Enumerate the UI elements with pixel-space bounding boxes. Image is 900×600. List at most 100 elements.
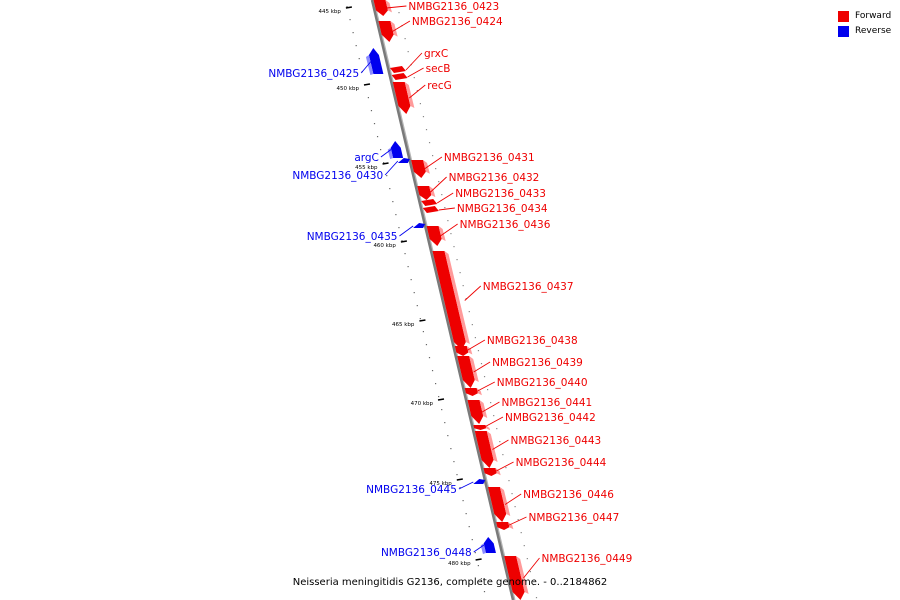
scale-tick-label: 470 kbp <box>411 401 434 407</box>
minor-tick-dot <box>459 272 461 274</box>
gene-nmbg2136-0423-shade <box>385 0 392 13</box>
minor-tick-dot <box>529 571 531 573</box>
gene-nmbg2136-0423-leader <box>386 5 407 9</box>
minor-tick-dot <box>490 402 492 404</box>
scale-tick-label: 445 kbp <box>318 9 341 15</box>
gene-nmbg2136-0447-shade <box>508 522 514 530</box>
minor-tick-dot <box>477 565 479 567</box>
gene-nmbg2136-0446-label: NMBG2136_0446 <box>523 489 614 501</box>
scale-tick <box>382 162 389 165</box>
minor-tick-dot <box>380 149 382 151</box>
minor-tick-dot <box>392 201 394 203</box>
minor-tick-dot <box>474 337 476 339</box>
minor-tick-dot <box>456 259 458 261</box>
minor-tick-dot <box>435 383 437 385</box>
gene-nmbg2136-0437-leader <box>464 285 482 301</box>
minor-tick-dot <box>450 448 452 450</box>
scale-tick-label: 460 kbp <box>373 243 396 249</box>
gene-grxc-leader <box>405 52 423 71</box>
gene-nmbg2136-0425 <box>368 48 384 74</box>
minor-tick-dot <box>346 6 348 8</box>
gene-nmbg2136-0442 <box>473 425 487 430</box>
minor-tick-dot <box>444 207 446 209</box>
minor-tick-dot <box>465 513 467 515</box>
gene-nmbg2136-0424 <box>378 21 394 42</box>
gene-nmbg2136-0434 <box>422 206 439 213</box>
gene-nmbg2136-0432-leader <box>429 176 447 194</box>
minor-tick-dot <box>407 51 409 53</box>
gene-nmbg2136-0440-label: NMBG2136_0440 <box>497 377 588 389</box>
gene-nmbg2136-0430 <box>397 158 410 163</box>
minor-tick-dot <box>468 526 470 528</box>
scale-tick <box>475 558 482 561</box>
gene-nmbg2136-0438-label: NMBG2136_0438 <box>487 335 578 347</box>
minor-tick-dot <box>419 103 421 105</box>
gene-grxc-label: grxC <box>424 48 448 60</box>
legend-reverse-label: Reverse <box>855 26 892 36</box>
minor-tick-dot <box>355 45 357 47</box>
gene-argc <box>390 141 404 158</box>
gene-recg-leader <box>409 84 426 99</box>
gene-nmbg2136-0445 <box>473 479 486 484</box>
minor-tick-dot <box>514 506 516 508</box>
minor-tick-dot <box>496 428 498 430</box>
minor-tick-dot <box>422 331 424 333</box>
gene-nmbg2136-0434-leader <box>438 207 455 211</box>
minor-tick-dot <box>471 324 473 326</box>
reverse-swatch <box>838 25 849 37</box>
gene-nmbg2136-0432-shade <box>429 186 436 198</box>
gene-nmbg2136-0444-shade <box>495 468 501 476</box>
gene-nmbg2136-0448 <box>483 537 496 553</box>
genome-caption: Neisseria meningitidis G2136, complete g… <box>292 577 608 588</box>
gene-nmbg2136-0425-label: NMBG2136_0425 <box>268 68 359 80</box>
gene-nmbg2136-0446-shade <box>499 487 511 516</box>
gene-nmbg2136-0444-label: NMBG2136_0444 <box>516 457 607 469</box>
gene-nmbg2136-0444-leader <box>494 461 514 473</box>
gene-nmbg2136-0439-leader <box>473 361 491 373</box>
gene-nmbg2136-0431-shade <box>423 160 430 174</box>
gene-nmbg2136-0435-leader <box>399 225 414 237</box>
gene-nmbg2136-0443 <box>474 431 494 468</box>
gene-nmbg2136-0424-label: NMBG2136_0424 <box>412 16 503 28</box>
minor-tick-dot <box>523 545 525 547</box>
legend: Forward Reverse <box>830 0 900 46</box>
minor-tick-dot <box>520 532 522 534</box>
gene-nmbg2136-0447 <box>496 522 510 530</box>
gene-nmbg2136-0431-leader <box>424 156 443 170</box>
minor-tick-dot <box>480 578 483 580</box>
minor-tick-dot <box>383 162 385 164</box>
gene-nmbg2136-0432-label: NMBG2136_0432 <box>449 172 540 184</box>
minor-tick-dot <box>407 266 409 268</box>
minor-tick-dot <box>462 285 464 287</box>
gene-nmbg2136-0435-label: NMBG2136_0435 <box>307 231 398 243</box>
gene-nmbg2136-0441-shade <box>479 400 488 418</box>
minor-tick-dot <box>508 480 510 482</box>
gene-nmbg2136-0449-leader <box>523 557 540 579</box>
minor-tick-dot <box>395 214 397 216</box>
gene-nmbg2136-0434-label: NMBG2136_0434 <box>457 203 548 215</box>
gene-nmbg2136-0445-label: NMBG2136_0445 <box>366 484 457 496</box>
gene-nmbg2136-0446 <box>487 487 507 522</box>
minor-tick-dot <box>376 136 379 138</box>
gene-nmbg2136-0440 <box>464 388 478 396</box>
gene-nmbg2136-0449 <box>504 556 525 600</box>
scale-tick-label: 475 kbp <box>429 481 452 487</box>
minor-tick-dot <box>401 240 403 242</box>
minor-tick-dot <box>499 441 501 443</box>
gene-nmbg2136-0425-shade <box>365 55 374 75</box>
minor-tick-dot <box>441 194 443 196</box>
gene-nmbg2136-0449-label: NMBG2136_0449 <box>542 553 633 565</box>
minor-tick-dot <box>438 396 440 398</box>
minor-tick-dot <box>358 58 360 60</box>
gene-nmbg2136-0436 <box>426 226 442 246</box>
minor-tick-dot <box>373 123 376 125</box>
gene-nmbg2136-0424-leader <box>392 20 411 32</box>
gene-nmbg2136-0423 <box>373 0 388 16</box>
minor-tick-dot <box>493 415 495 417</box>
gene-nmbg2136-0446-leader <box>504 493 522 505</box>
gene-nmbg2136-0438-leader <box>465 339 486 352</box>
gene-nmbg2136-0436-leader <box>440 223 458 237</box>
minor-tick-dot <box>453 461 455 463</box>
minor-tick-dot <box>389 188 391 190</box>
